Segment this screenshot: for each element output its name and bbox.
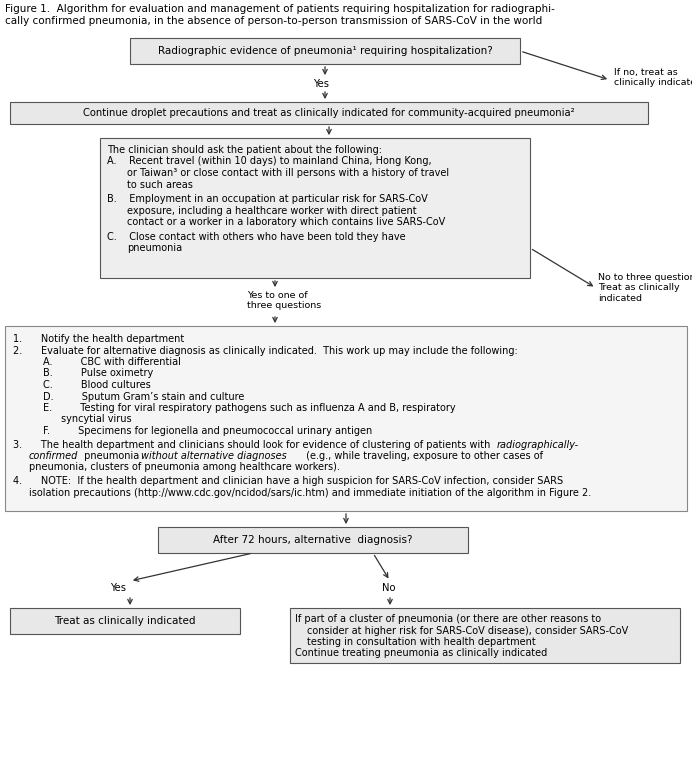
Text: confirmed: confirmed <box>29 451 78 461</box>
Text: E.         Testing for viral respiratory pathogens such as influenza A and B, re: E. Testing for viral respiratory pathoge… <box>43 403 455 413</box>
Text: pneumonia: pneumonia <box>127 243 182 253</box>
Text: consider at higher risk for SARS-CoV disease), consider SARS-CoV: consider at higher risk for SARS-CoV dis… <box>307 626 628 636</box>
Text: syncytial virus: syncytial virus <box>61 414 131 424</box>
Text: 1.      Notify the health department: 1. Notify the health department <box>13 334 184 344</box>
Text: If part of a cluster of pneumonia (or there are other reasons to: If part of a cluster of pneumonia (or th… <box>295 614 601 624</box>
Text: 4.      NOTE:  If the health department and clinician have a high suspicion for : 4. NOTE: If the health department and cl… <box>13 476 563 486</box>
Text: Continue droplet precautions and treat as clinically indicated for community-acq: Continue droplet precautions and treat a… <box>83 108 575 118</box>
Text: A.    Recent travel (within 10 days) to mainland China, Hong Kong,: A. Recent travel (within 10 days) to mai… <box>107 156 432 166</box>
Text: isolation precautions (http://www.cdc.gov/ncidod/sars/ic.htm) and immediate init: isolation precautions (http://www.cdc.go… <box>29 487 591 497</box>
Bar <box>10 102 648 124</box>
Text: After 72 hours, alternative  diagnosis?: After 72 hours, alternative diagnosis? <box>213 535 412 545</box>
Text: radiographically-: radiographically- <box>497 440 579 450</box>
Text: (e.g., while traveling, exposure to other cases of: (e.g., while traveling, exposure to othe… <box>303 451 543 461</box>
Text: to such areas: to such areas <box>127 179 193 189</box>
Text: F.         Specimens for legionella and pneumococcal urinary antigen: F. Specimens for legionella and pneumoco… <box>43 426 372 436</box>
Text: pneumonia: pneumonia <box>81 451 143 461</box>
Text: Yes to one of
three questions: Yes to one of three questions <box>247 291 321 310</box>
Text: contact or a worker in a laboratory which contains live SARS-CoV: contact or a worker in a laboratory whic… <box>127 217 445 227</box>
Text: Treat as clinically indicated: Treat as clinically indicated <box>54 616 196 626</box>
Text: No to three questions
Treat as clinically
indicated: No to three questions Treat as clinicall… <box>598 273 692 303</box>
Text: pneumonia, clusters of pneumonia among healthcare workers).: pneumonia, clusters of pneumonia among h… <box>29 463 340 473</box>
Text: A.         CBC with differential: A. CBC with differential <box>43 357 181 367</box>
Text: No: No <box>382 583 396 593</box>
Bar <box>100 138 530 278</box>
Text: Yes: Yes <box>313 79 329 89</box>
Bar <box>10 608 240 634</box>
Text: The clinician should ask the patient about the following:: The clinician should ask the patient abo… <box>107 145 382 155</box>
Bar <box>130 38 520 64</box>
Text: C.         Blood cultures: C. Blood cultures <box>43 380 151 390</box>
Bar <box>158 527 468 553</box>
Text: testing in consultation with health department: testing in consultation with health depa… <box>307 637 536 647</box>
Text: exposure, including a healthcare worker with direct patient: exposure, including a healthcare worker … <box>127 205 417 215</box>
Text: If no, treat as
clinically indicated: If no, treat as clinically indicated <box>614 68 692 87</box>
Text: B.         Pulse oximetry: B. Pulse oximetry <box>43 368 153 378</box>
Text: C.    Close contact with others who have been told they have: C. Close contact with others who have be… <box>107 231 406 241</box>
Text: Figure 1.  Algorithm for evaluation and management of patients requiring hospita: Figure 1. Algorithm for evaluation and m… <box>5 4 555 26</box>
Text: without alternative diagnoses: without alternative diagnoses <box>141 451 286 461</box>
Text: 3.      The health department and clinicians should look for evidence of cluster: 3. The health department and clinicians … <box>13 440 493 450</box>
Text: 2.      Evaluate for alternative diagnosis as clinically indicated.  This work u: 2. Evaluate for alternative diagnosis as… <box>13 345 518 355</box>
Text: Yes: Yes <box>110 583 126 593</box>
Text: Radiographic evidence of pneumonia¹ requiring hospitalization?: Radiographic evidence of pneumonia¹ requ… <box>158 46 493 56</box>
Text: B.    Employment in an occupation at particular risk for SARS-CoV: B. Employment in an occupation at partic… <box>107 194 428 204</box>
Bar <box>290 608 680 663</box>
Text: Continue treating pneumonia as clinically indicated: Continue treating pneumonia as clinicall… <box>295 649 547 659</box>
Text: D.         Sputum Gram’s stain and culture: D. Sputum Gram’s stain and culture <box>43 391 244 401</box>
Bar <box>5 326 687 511</box>
Text: or Taiwan³ or close contact with ill persons with a history of travel: or Taiwan³ or close contact with ill per… <box>127 168 449 178</box>
